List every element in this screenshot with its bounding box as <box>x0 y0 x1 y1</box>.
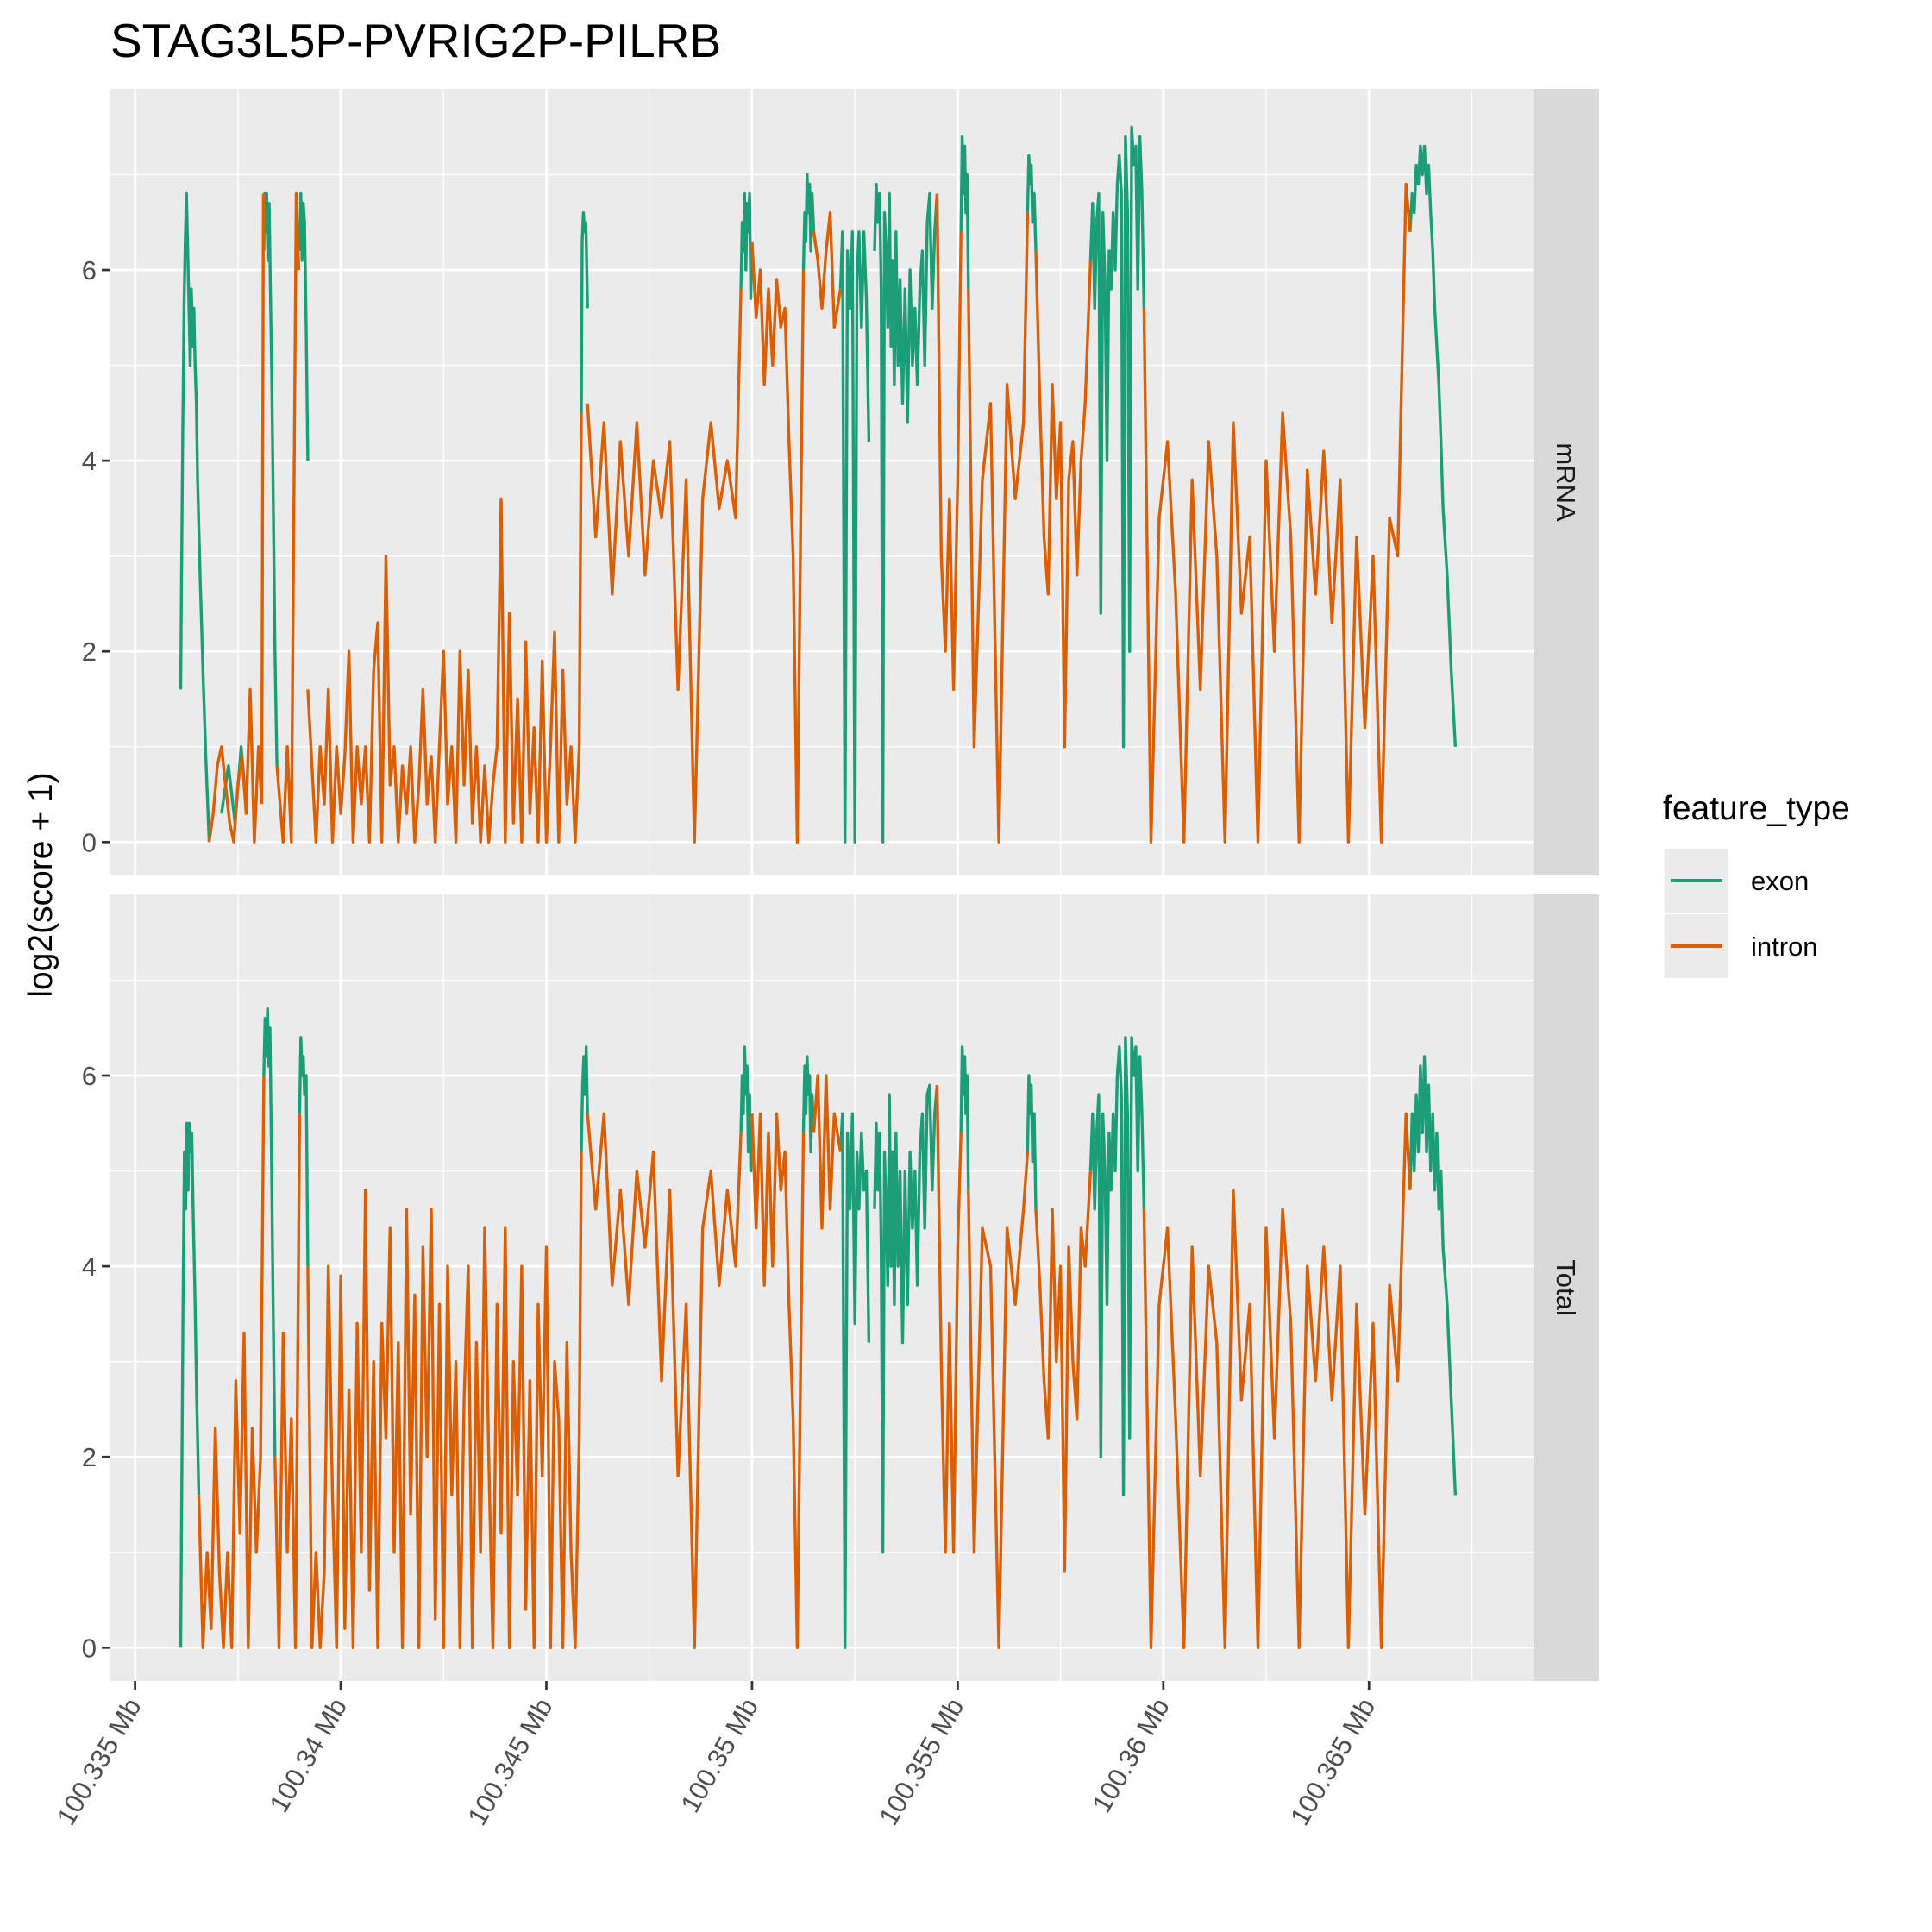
y-tick-label: 4 <box>82 1251 97 1282</box>
series-line-exon <box>1088 1036 1146 1497</box>
series-line-exon <box>801 1055 816 1154</box>
series-line-intron <box>812 210 843 329</box>
panel-grid <box>110 894 1534 1681</box>
series-line-exon <box>838 1112 871 1650</box>
y-tick-label: 6 <box>82 255 97 285</box>
series-line-intron <box>586 1112 743 1650</box>
series-line-exon <box>580 210 589 413</box>
legend-label-exon: exon <box>1751 866 1809 896</box>
series-line-exon <box>838 230 871 844</box>
series-line-exon <box>1026 1074 1038 1209</box>
series-line-intron <box>1142 1112 1412 1650</box>
panel-lines <box>179 125 1458 844</box>
series-line-exon <box>298 191 310 461</box>
series-line-exon <box>1408 144 1458 747</box>
panel-lines <box>179 1007 1458 1650</box>
series-line-intron <box>935 1085 963 1554</box>
x-tick-label: 100.355 Mb <box>873 1693 969 1830</box>
series-line-exon <box>298 1036 310 1267</box>
y-tick-label: 0 <box>82 1633 97 1663</box>
series-line-exon <box>179 191 211 843</box>
series-line-intron <box>1034 1170 1093 1573</box>
series-line-intron <box>306 1151 583 1650</box>
y-tick-label: 2 <box>82 637 97 667</box>
chart-title: STAG3L5P-PVRIG2P-PILRB <box>110 14 721 67</box>
x-tick-label: 100.365 Mb <box>1284 1693 1381 1830</box>
series-line-exon <box>739 1045 754 1173</box>
panel-background <box>110 89 1534 875</box>
strip-background <box>1534 89 1599 875</box>
series-line-intron <box>1034 250 1093 749</box>
y-tick-label: 4 <box>82 446 97 476</box>
series-line-intron <box>197 1075 266 1650</box>
series-line-intron <box>273 1113 302 1650</box>
series-line-intron <box>275 191 301 844</box>
y-tick-label: 6 <box>82 1061 97 1091</box>
series-line-exon <box>959 135 970 290</box>
y-axis-title: log2(score + 1) <box>22 772 60 997</box>
legend-item-exon: exon <box>1665 849 1809 913</box>
series-line-exon <box>1408 1055 1458 1496</box>
series-line-intron <box>306 412 583 844</box>
series-line-intron <box>586 289 743 844</box>
strip-label-mrna: mRNA <box>1551 442 1581 522</box>
y-tick-label: 0 <box>82 827 97 857</box>
series-line-exon <box>262 1007 277 1458</box>
series-line-exon <box>580 1045 589 1152</box>
x-tick-label: 100.35 Mb <box>674 1693 764 1817</box>
x-tick-label: 100.335 Mb <box>50 1693 147 1830</box>
series-line-exon <box>873 182 939 844</box>
panel-mrna: 0 2 4 6 mRNA <box>82 89 1599 875</box>
series-line-intron <box>750 241 806 844</box>
series-line-intron <box>935 193 963 692</box>
series-line-exon <box>959 1045 970 1190</box>
series-line-intron <box>260 193 266 805</box>
series-line-intron <box>967 1151 1030 1650</box>
legend-item-intron: intron <box>1665 914 1818 978</box>
y-axis-ticks: 0 2 4 6 <box>82 1061 110 1663</box>
series-line-exon <box>1026 154 1038 251</box>
legend-label-intron: intron <box>1751 932 1818 962</box>
strip-label-total: Total <box>1551 1259 1581 1315</box>
legend: feature_type exon intron <box>1663 790 1850 978</box>
series-line-exon <box>801 172 816 271</box>
panel-grid <box>110 89 1534 875</box>
series-line-exon <box>1088 125 1146 749</box>
x-axis: 100.335 Mb 100.34 Mb 100.345 Mb 100.35 Mb 10… <box>50 1681 1381 1830</box>
series-line-intron <box>812 1074 843 1230</box>
x-tick-label: 100.36 Mb <box>1086 1693 1176 1817</box>
legend-title: feature_type <box>1663 790 1850 827</box>
series-line-exon <box>262 191 279 766</box>
series-line-exon <box>179 1121 201 1648</box>
series-line-intron <box>1142 182 1412 844</box>
x-tick-label: 100.34 Mb <box>264 1693 354 1817</box>
series-line-exon <box>739 191 754 300</box>
y-tick-label: 2 <box>82 1442 97 1472</box>
series-line-intron <box>967 212 1030 844</box>
series-line-exon <box>873 1083 939 1554</box>
x-tick-label: 100.345 Mb <box>461 1693 558 1830</box>
series-line-intron <box>207 687 264 844</box>
series-line-intron <box>750 1112 806 1650</box>
panel-total: 0 2 4 6 Total <box>82 894 1599 1681</box>
y-axis-ticks: 0 2 4 6 <box>82 255 110 857</box>
strip-background <box>1534 894 1599 1681</box>
